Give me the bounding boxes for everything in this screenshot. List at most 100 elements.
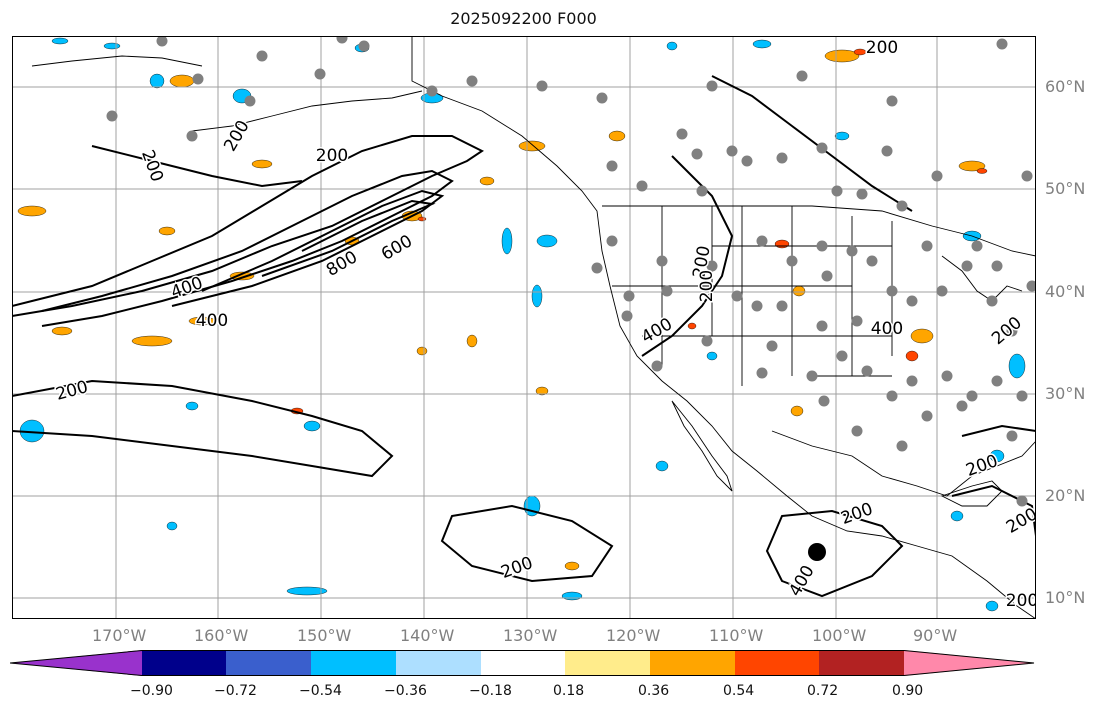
coastline-segment: [191, 90, 423, 132]
station-marker: [186, 130, 198, 142]
anomaly-patch: [149, 73, 165, 89]
station-marker: [701, 335, 713, 347]
anomaly-patch: [518, 140, 546, 152]
station-marker: [336, 36, 348, 44]
contour-line: [261, 199, 436, 277]
station-marker: [921, 410, 933, 422]
anomaly-patch: [51, 37, 69, 45]
anomaly-patch: [185, 401, 199, 411]
station-marker: [1006, 325, 1018, 337]
station-marker: [851, 315, 863, 327]
anomaly-patch: [17, 205, 47, 217]
map-title: 2025092200 F000: [450, 9, 597, 28]
station-marker: [244, 95, 256, 107]
anomaly-patch: [752, 39, 772, 49]
anomaly-patch: [834, 131, 850, 141]
lat-label: 20°N: [1045, 486, 1086, 505]
station-marker: [786, 255, 798, 267]
station-marker: [536, 80, 548, 92]
colorbar-segment: [735, 650, 819, 676]
station-marker: [656, 255, 668, 267]
anomaly-patch: [479, 176, 495, 186]
colorbar-segment: [311, 650, 396, 676]
lon-label: 120°W: [606, 626, 661, 645]
anomaly-patch: [303, 420, 321, 432]
station-marker: [886, 95, 898, 107]
station-marker: [676, 128, 688, 140]
station-marker: [846, 245, 858, 257]
anomaly-patch: [989, 449, 1005, 463]
lon-label: 130°W: [503, 626, 558, 645]
station-marker: [881, 145, 893, 157]
station-marker: [636, 180, 648, 192]
station-marker: [851, 425, 863, 437]
colorbar-segment: [481, 650, 565, 676]
coastlines-and-borders: [31, 36, 1036, 619]
contour-line: [440, 504, 614, 583]
contour-label: 200: [866, 38, 898, 58]
station-marker: [1021, 170, 1033, 182]
station-marker: [906, 375, 918, 387]
anomaly-patch: [188, 316, 216, 326]
station-marker: [936, 285, 948, 297]
station-marker: [1016, 390, 1028, 402]
lat-label: 50°N: [1045, 179, 1086, 198]
station-marker: [466, 75, 478, 87]
station-marker: [1016, 495, 1028, 507]
station-marker: [831, 185, 843, 197]
lon-label: 90°W: [913, 626, 958, 645]
station-marker: [731, 290, 743, 302]
colorbar-segment: [650, 650, 735, 676]
anomaly-patch: [706, 351, 718, 361]
station-marker: [886, 285, 898, 297]
anomaly-patch: [535, 386, 549, 396]
anomaly-patch: [501, 227, 513, 255]
station-marker: [818, 395, 830, 407]
colorbar: [10, 650, 1035, 676]
colorbar-tick-label: 0.72: [807, 683, 839, 699]
anomaly-patch: [910, 328, 934, 344]
station-marker: [991, 375, 1003, 387]
station-marker: [816, 142, 828, 154]
anomaly-patch: [166, 521, 178, 531]
station-marker: [766, 340, 778, 352]
anomaly-patch: [985, 600, 999, 612]
station-marker: [776, 300, 788, 312]
anomaly-patch: [103, 42, 121, 50]
anomaly-patch: [131, 335, 173, 347]
station-marker: [596, 92, 608, 104]
colorbar-tick-label: 0.54: [723, 683, 755, 699]
station-marker: [896, 200, 908, 212]
lon-label: 170°W: [92, 626, 147, 645]
anomaly-patch: [608, 130, 626, 142]
anomaly-patch: [905, 350, 919, 362]
lat-label: 40°N: [1045, 282, 1086, 301]
station-marker: [776, 152, 788, 164]
station-marker: [866, 255, 878, 267]
station-marker: [741, 155, 753, 167]
lat-label: 10°N: [1045, 588, 1086, 607]
anomaly-patch: [790, 405, 804, 417]
contour-line: [951, 484, 1036, 537]
station-markers: [106, 36, 1036, 561]
contour-label: 200: [316, 146, 348, 166]
station-marker: [816, 240, 828, 252]
station-marker: [591, 262, 603, 274]
anomaly-patch: [416, 346, 428, 356]
station-marker: [816, 320, 828, 332]
station-marker: [426, 85, 438, 97]
anomaly-patch: [824, 49, 860, 63]
colorbar-outline: [10, 650, 1035, 676]
station-marker: [906, 295, 918, 307]
contour-line: [91, 145, 303, 188]
anomaly-patch: [950, 510, 964, 522]
anomaly-patch: [774, 239, 790, 249]
station-marker: [256, 50, 268, 62]
station-marker: [1026, 280, 1036, 292]
anomaly-patch: [169, 74, 195, 88]
contour-label: 200: [697, 270, 717, 302]
coastline-segment: [602, 205, 1036, 257]
station-marker: [996, 38, 1008, 50]
lat-label: 60°N: [1045, 77, 1086, 96]
colorbar-tick-label: 0.36: [638, 683, 670, 699]
